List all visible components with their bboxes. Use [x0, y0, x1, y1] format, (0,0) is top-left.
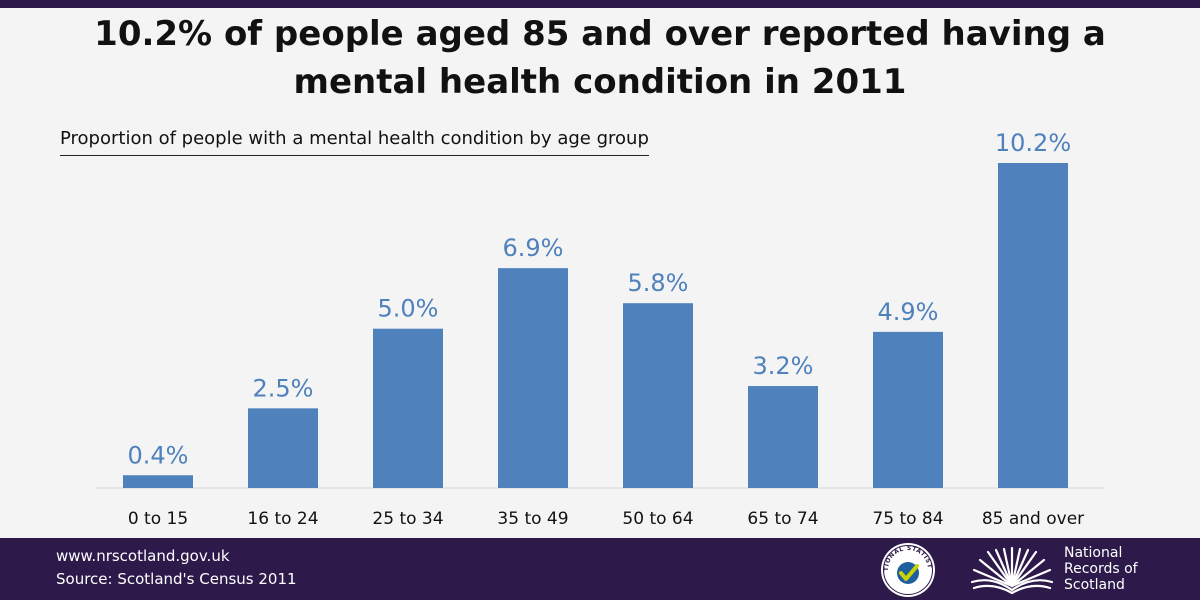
bar-chart: 0.4% 2.5% 5.0% 6.9% 5.8% 3.2% 4.9% 10.2% 0 to 1…	[96, 129, 1104, 529]
nrs-logo-line-3: Scotland	[1064, 577, 1125, 593]
value-label-0-to-15: 0.4%	[128, 441, 189, 469]
bar-75-to-84	[873, 331, 943, 488]
chart-title: 10.2% of people aged 85 and over reporte…	[94, 14, 1106, 102]
category-label-75-to-84: 75 to 84	[872, 509, 943, 529]
value-label-65-to-74: 3.2%	[753, 352, 814, 380]
category-label-35-to-49: 35 to 49	[497, 509, 568, 529]
footer-source: Source: Scotland's Census 2011	[56, 570, 297, 588]
bar-16-to-24	[248, 408, 318, 488]
category-label-16-to-24: 16 to 24	[247, 509, 318, 529]
category-label-85-and-over: 85 and over	[982, 509, 1084, 529]
nrs-logo-text: National Records of Scotland	[1064, 545, 1138, 593]
bar-0-to-15	[123, 475, 193, 488]
bar-85-and-over	[998, 163, 1068, 488]
bar-25-to-34	[373, 328, 443, 488]
value-label-25-to-34: 5.0%	[378, 295, 439, 323]
value-label-75-to-84: 4.9%	[878, 298, 939, 326]
value-label-16-to-24: 2.5%	[253, 374, 314, 402]
bar-65-to-74	[748, 386, 818, 488]
bar-35-to-49	[498, 268, 568, 488]
national-statistics-logo-icon: NATIONAL STATISTICS	[880, 542, 935, 597]
footer: www.nrscotland.gov.uk Source: Scotland's…	[0, 538, 1200, 600]
category-label-25-to-34: 25 to 34	[372, 509, 443, 529]
chart-subtitle: Proportion of people with a mental healt…	[60, 128, 649, 156]
nrs-book-logo-icon	[970, 546, 1054, 594]
bars-group	[123, 163, 1068, 488]
footer-url[interactable]: www.nrscotland.gov.uk	[56, 547, 230, 565]
value-label-85-and-over: 10.2%	[995, 129, 1071, 157]
category-label-0-to-15: 0 to 15	[128, 509, 188, 529]
nrs-logo-line-2: Records of	[1064, 561, 1138, 577]
value-label-35-to-49: 6.9%	[503, 234, 564, 262]
category-label-65-to-74: 65 to 74	[747, 509, 818, 529]
nrs-logo-line-1: National	[1064, 545, 1123, 561]
bar-50-to-64	[623, 303, 693, 488]
value-labels-group: 0.4% 2.5% 5.0% 6.9% 5.8% 3.2% 4.9% 10.2%	[128, 129, 1072, 469]
category-label-50-to-64: 50 to 64	[622, 509, 693, 529]
value-label-50-to-64: 5.8%	[628, 269, 689, 297]
top-brand-band	[0, 0, 1200, 8]
category-labels-group: 0 to 15 16 to 24 25 to 34 35 to 49 50 to 64 6…	[128, 509, 1084, 529]
